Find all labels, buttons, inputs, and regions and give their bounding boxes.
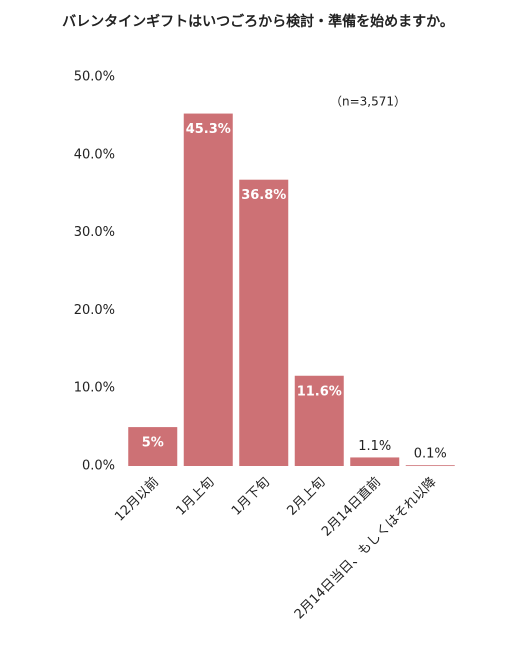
bar — [239, 179, 289, 467]
bar — [294, 375, 344, 466]
bar — [128, 427, 178, 466]
value-label: 1.1% — [358, 439, 391, 454]
value-label: 5% — [142, 436, 164, 451]
annotation: （n=3,571） — [330, 95, 406, 109]
x-tick-label: 1月下旬 — [229, 475, 273, 519]
y-tick-label: 20.0% — [74, 303, 115, 318]
y-tick-label: 10.0% — [74, 381, 115, 396]
x-tick-label: 2月上旬 — [285, 475, 329, 519]
y-tick-label: 0.0% — [82, 459, 115, 474]
value-label: 0.1% — [414, 447, 447, 462]
bar — [405, 465, 455, 467]
value-label: 36.8% — [241, 188, 286, 203]
bar — [350, 457, 400, 466]
value-label: 45.3% — [186, 122, 231, 137]
chart-title: バレンタインギフトはいつごろから検討・準備を始めますか。 — [62, 13, 454, 30]
x-tick-label: 12月以前 — [111, 474, 162, 525]
y-tick-label: 50.0% — [74, 70, 115, 85]
x-tick-label: 1月上旬 — [174, 475, 218, 519]
y-tick-label: 30.0% — [74, 225, 115, 240]
y-tick-label: 40.0% — [74, 147, 115, 162]
bar — [183, 113, 233, 466]
value-label: 11.6% — [297, 384, 342, 399]
